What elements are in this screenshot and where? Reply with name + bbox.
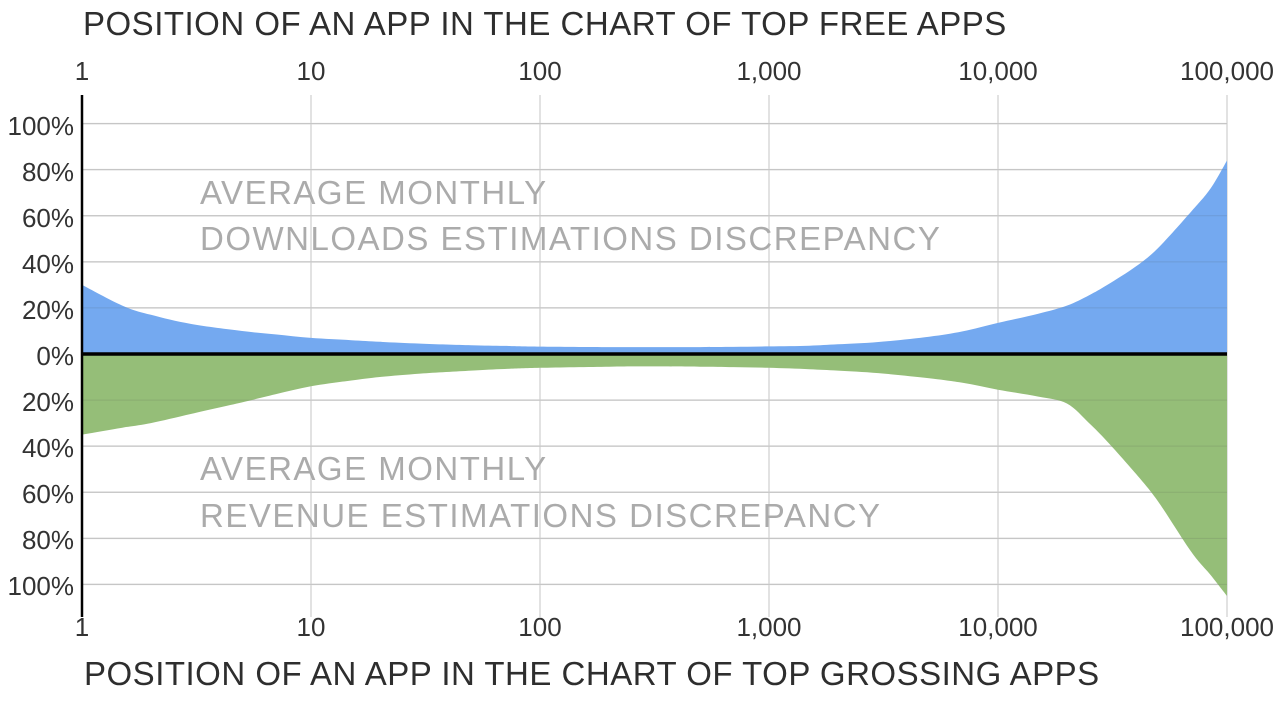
bottom-axis-tick-label: 10,000	[958, 612, 1038, 642]
y-axis-tick-label: 100%	[7, 571, 75, 601]
bottom-axis-tick-label: 100,000	[1180, 612, 1274, 642]
top-axis-tick-label: 100	[518, 56, 562, 86]
y-axis-tick-label: 20%	[21, 387, 74, 417]
downloads-area	[82, 160, 1227, 354]
bottom-axis-tick-label: 1,000	[736, 612, 802, 642]
revenue-series-label-line2: REVENUE ESTIMATIONS DISCREPANCY	[200, 497, 882, 534]
top-axis-tick-label: 1,000	[736, 56, 802, 86]
downloads-series-label-line2: DOWNLOADS ESTIMATIONS DISCREPANCY	[200, 220, 942, 257]
top-axis-title: POSITION OF AN APP IN THE CHART OF TOP F…	[83, 5, 1007, 42]
y-axis-tick-label: 40%	[21, 249, 74, 279]
y-axis-tick-label: 40%	[21, 433, 74, 463]
downloads-series-label-line1: AVERAGE MONTHLY	[200, 174, 548, 211]
revenue-area	[82, 354, 1227, 596]
y-axis-tick-label: 60%	[21, 203, 74, 233]
top-axis-tick-label: 10	[296, 56, 326, 86]
top-axis-tick-label: 1	[74, 56, 90, 86]
top-axis-tick-label: 100,000	[1180, 56, 1274, 86]
y-axis-tick-label: 0%	[36, 341, 74, 371]
revenue-series-label-line1: AVERAGE MONTHLY	[200, 450, 548, 487]
bottom-axis-tick-label: 100	[518, 612, 562, 642]
y-axis-tick-label: 80%	[21, 525, 74, 555]
bottom-axis-tick-label: 10	[296, 612, 326, 642]
bottom-axis-title: POSITION OF AN APP IN THE CHART OF TOP G…	[84, 655, 1100, 692]
bottom-axis-tick-label: 1	[74, 612, 90, 642]
y-axis-tick-label: 60%	[21, 479, 74, 509]
top-axis-tick-label: 10,000	[958, 56, 1038, 86]
y-axis-tick-label: 100%	[7, 111, 75, 141]
y-axis-tick-label: 20%	[21, 295, 74, 325]
y-axis-tick-label: 80%	[21, 157, 74, 187]
